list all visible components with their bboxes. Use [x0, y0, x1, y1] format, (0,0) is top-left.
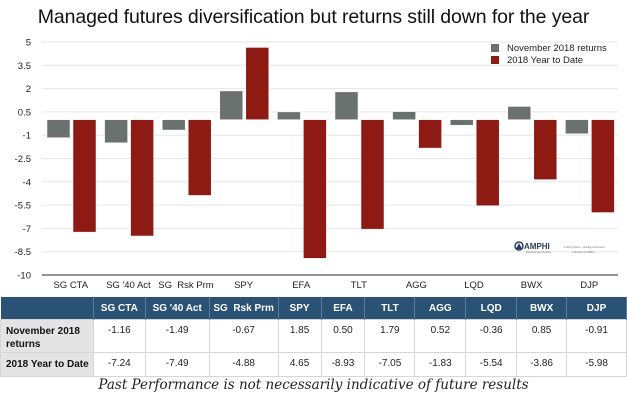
y-tick-label: 5 [26, 38, 31, 49]
bar-ytd-4 [303, 119, 327, 259]
legend-label-ytd: 2018 Year to Date [507, 54, 584, 66]
x-tick-label: TLT [351, 280, 367, 291]
gridlines [42, 41, 618, 276]
x-axis-ticks: SG CTA SG '40 Act SG Rsk Prm SPY EFA TLT AGG LQ… [53, 280, 598, 291]
x-tick-label: SG '40 Act [106, 280, 151, 291]
bar-ytd-1 [130, 119, 154, 237]
legend: November 2018 returns 2018 Year to Date [491, 42, 607, 66]
table-cell: -5.98 [566, 352, 627, 377]
row-label: 2018 Year to Date [0, 352, 94, 377]
y-tick-label: -1 [23, 131, 31, 142]
table-header: SG CTA [93, 297, 146, 320]
bar-november-6 [392, 111, 416, 120]
legend-swatch-november [491, 44, 499, 52]
table-cell: -1.16 [92, 319, 146, 353]
table-header: SG Rsk Prm [209, 297, 279, 320]
chart-title: Managed futures diversification but retu… [37, 6, 590, 28]
disclaimer-caption: Past Performance is not necessarily indi… [98, 377, 529, 393]
table-cell: 4.65 [277, 352, 322, 377]
bar-ytd-6 [418, 119, 442, 149]
table-header: EFA [321, 297, 366, 320]
x-tick-label: SPY [234, 280, 254, 291]
x-tick-label: BWX [521, 280, 543, 291]
y-tick-label: -5.5 [15, 201, 31, 212]
bar-november-1 [104, 119, 128, 144]
bar-ytd-2 [187, 119, 212, 196]
table-cell: -0.91 [566, 319, 627, 353]
legend-swatch-ytd [491, 56, 499, 64]
table-header-row: SG CTA SG '40 Act SG Rsk Prm SPY EFA TLT… [0, 297, 627, 320]
bar-ytd-5 [360, 119, 385, 230]
table-cell: -5.54 [465, 352, 518, 377]
x-tick-label: DJP [580, 280, 598, 291]
table-header-corner [0, 297, 94, 320]
bar-november-2 [161, 119, 186, 131]
table-cell: 1.79 [364, 319, 416, 353]
y-tick-label: -4 [23, 177, 31, 188]
bar-november-0 [46, 119, 71, 138]
x-tick-label: LQD [464, 280, 484, 291]
table-cell: -0.36 [465, 319, 518, 353]
bar-november-3 [219, 90, 244, 120]
logo-tagline: Trading Teams - Globally Connected [564, 246, 605, 249]
table-header: SG '40 Act [145, 297, 210, 320]
table-row: November 2018 returns -1.16 -1.49 -0.67 … [0, 319, 627, 353]
bar-ytd-7 [475, 119, 500, 206]
y-tick-label: 2 [26, 84, 31, 95]
legend-item-ytd: 2018 Year to Date [491, 54, 607, 66]
logo-name: AMPHI [524, 242, 550, 251]
table-header: SPY [278, 297, 322, 320]
bar-chart: 5 3.5 2 0.5 -1 -2.5 -4 -5.5 -7 -8.5 -10 SG CTA SG '… [15, 38, 618, 291]
bar-ytd-9 [591, 119, 615, 213]
table-cell: -3.86 [516, 352, 568, 377]
table-header: LQD [465, 297, 518, 320]
table-cell: -4.88 [208, 352, 279, 377]
x-tick-label: SG Rsk Prm [158, 280, 214, 291]
bar-november-8 [507, 106, 532, 120]
row-label: November 2018 returns [0, 319, 94, 353]
table-cell: -7.49 [144, 352, 210, 377]
bar-november-7 [449, 119, 474, 126]
y-tick-label: -7 [23, 224, 31, 235]
bar-november-4 [277, 111, 301, 120]
y-tick-label: 0.5 [18, 107, 31, 118]
x-tick-label: EFA [292, 280, 311, 291]
table-cell: -1.83 [414, 352, 467, 377]
table-header: DJP [566, 297, 627, 320]
table-header: TLT [364, 297, 416, 320]
y-tick-label: 3.5 [18, 61, 31, 72]
logo-division: A division of LABDA [572, 251, 595, 254]
logo-subtitle: Research and Trading [526, 251, 551, 254]
bar-ytd-3 [245, 47, 270, 120]
x-tick-label: SG CTA [53, 280, 88, 291]
table-cell: -0.67 [208, 319, 279, 353]
legend-label-november: November 2018 returns [507, 42, 607, 54]
table-row: 2018 Year to Date -7.24 -7.49 -4.88 4.65… [0, 352, 627, 377]
table-header: BWX [516, 297, 568, 320]
table-cell: -8.93 [320, 352, 366, 377]
table-cell: -1.49 [144, 319, 210, 353]
bar-ytd-8 [533, 119, 558, 180]
y-tick-label: -8.5 [15, 247, 31, 258]
amphi-logo-icon [514, 241, 524, 251]
table-cell: 0.50 [320, 319, 366, 353]
table-cell: 1.85 [277, 319, 322, 353]
bar-november-5 [334, 91, 359, 120]
table-cell: -7.24 [92, 352, 146, 377]
table-cell: 0.85 [516, 319, 568, 353]
table-cell: 0.52 [414, 319, 467, 353]
bar-november-9 [565, 119, 589, 135]
bar-ytd-0 [72, 119, 97, 233]
y-tick-label: -2.5 [15, 154, 31, 165]
bars [46, 47, 615, 259]
table-header: AGG [414, 297, 467, 320]
x-tick-label: AGG [406, 280, 427, 291]
returns-table: SG CTA SG '40 Act SG Rsk Prm SPY EFA TLT… [0, 297, 627, 377]
y-axis-ticks: 5 3.5 2 0.5 -1 -2.5 -4 -5.5 -7 -8.5 -10 [15, 38, 31, 282]
legend-item-november: November 2018 returns [491, 42, 607, 54]
y-tick-label: -10 [17, 271, 31, 282]
table-cell: -7.05 [364, 352, 416, 377]
